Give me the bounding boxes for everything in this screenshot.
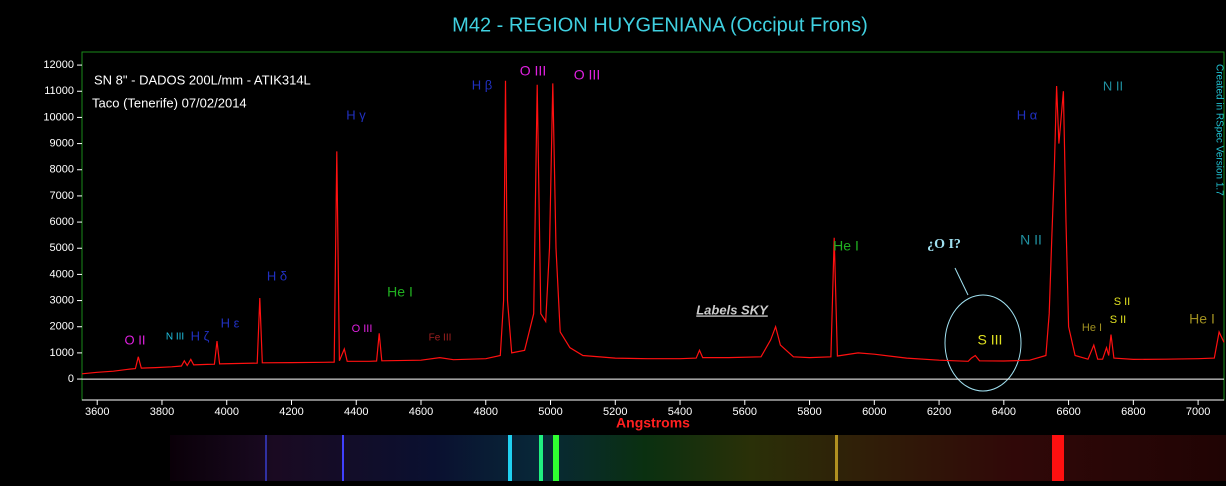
y-tick-label: 5000	[50, 242, 74, 254]
line-label: H ε	[221, 315, 240, 330]
line-label: H β	[472, 77, 492, 92]
line-label: S II	[1110, 314, 1127, 326]
chart-title: M42 - REGION HUYGENIANA (Occiput Frons)	[452, 14, 868, 36]
x-tick-label: 7000	[1186, 406, 1210, 418]
y-tick-label: 9000	[50, 137, 74, 149]
y-tick-label: 6000	[50, 216, 74, 228]
question-label: ¿O I?	[927, 237, 961, 252]
line-label: N III	[166, 332, 184, 343]
y-tick-label: 4000	[50, 268, 74, 280]
line-label: S III	[978, 332, 1003, 348]
line-label: H γ	[346, 107, 366, 122]
x-tick-label: 4200	[279, 406, 303, 418]
line-label: O III	[520, 63, 546, 79]
x-tick-label: 5800	[797, 406, 821, 418]
line-label: H ζ	[191, 328, 210, 343]
x-axis-label: Angstroms	[616, 415, 690, 431]
line-label: He I	[387, 284, 413, 300]
y-tick-label: 3000	[50, 294, 74, 306]
x-tick-label: 6400	[992, 406, 1016, 418]
y-tick-label: 10000	[43, 111, 74, 123]
line-label: O III	[352, 323, 373, 335]
sky-label: Labels SKY	[696, 302, 769, 317]
strip-lines	[265, 435, 1064, 481]
line-label: He I	[833, 238, 859, 254]
y-tick-label: 7000	[50, 190, 74, 202]
x-tick-label: 4600	[409, 406, 433, 418]
x-tick-label: 5600	[733, 406, 757, 418]
x-tick-label: 6600	[1056, 406, 1080, 418]
x-tick-label: 4000	[214, 406, 238, 418]
x-tick-label: 6800	[1121, 406, 1145, 418]
spectrum-line	[81, 80, 1225, 375]
spectrum-strip	[170, 435, 1226, 481]
y-tick-label: 2000	[50, 321, 74, 333]
x-tick-label: 4400	[344, 406, 368, 418]
x-tick-label: 5000	[538, 406, 562, 418]
x-tick-label: 6000	[862, 406, 886, 418]
x-tick-label: 3800	[150, 406, 174, 418]
line-label: He I	[1189, 311, 1215, 327]
line-label: H δ	[267, 268, 287, 283]
line-label: H α	[1017, 107, 1038, 122]
line-label: O II	[125, 332, 146, 347]
y-tick-label: 8000	[50, 164, 74, 176]
x-tick-label: 5400	[668, 406, 692, 418]
line-label: He I	[1082, 322, 1102, 334]
credit: Created in RSpec Version 1.7	[1213, 64, 1224, 196]
info-line: Taco (Tenerife) 07/02/2014	[92, 95, 247, 110]
x-tick-label: 6200	[927, 406, 951, 418]
line-label: N II	[1103, 78, 1123, 93]
y-tick-label: 0	[68, 373, 74, 385]
highlight-ellipse	[944, 294, 1022, 392]
line-label: Fe III	[429, 333, 452, 344]
pointer	[954, 267, 969, 296]
x-tick-label: 5200	[603, 406, 627, 418]
line-label: O III	[574, 67, 600, 83]
line-label: N II	[1020, 232, 1042, 248]
y-tick-label: 12000	[43, 59, 74, 71]
x-tick-label: 3600	[85, 406, 109, 418]
y-tick-label: 11000	[44, 85, 74, 97]
info-line: SN 8" - DADOS 200L/mm - ATIK314L	[94, 72, 311, 87]
line-label: S II	[1114, 296, 1131, 308]
x-tick-label: 4800	[474, 406, 498, 418]
y-tick-label: 1000	[50, 347, 74, 359]
